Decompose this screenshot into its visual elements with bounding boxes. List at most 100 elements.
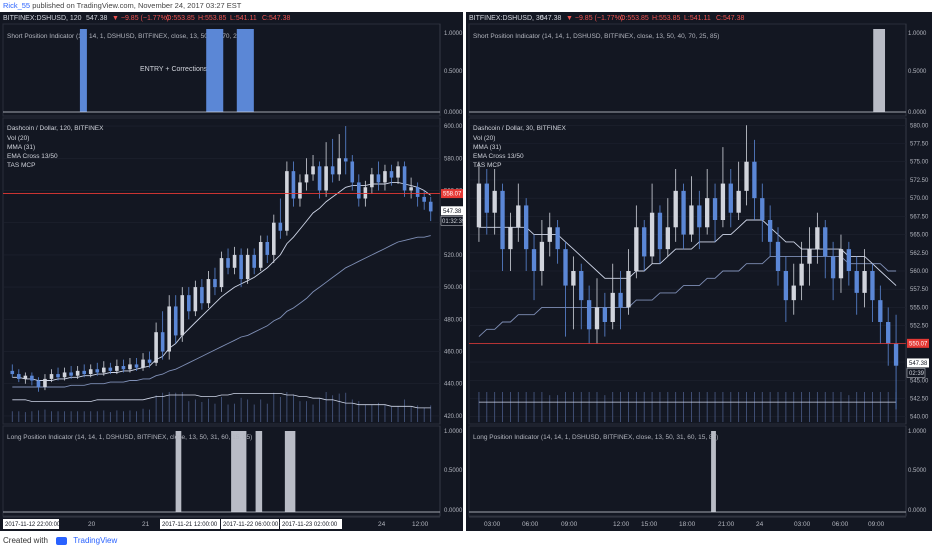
right-candle-body <box>523 205 529 250</box>
left-candle-body <box>278 222 283 231</box>
left-legend-0: Dashcoin / Dollar, 120, BITFINEX <box>7 125 104 132</box>
left-volume-bar <box>430 405 432 422</box>
left-volume-bar <box>371 404 373 422</box>
right-volume-bar <box>769 392 771 422</box>
publisher-name[interactable]: Rick_55 <box>3 1 31 10</box>
left-long-signal-bar <box>284 431 296 512</box>
right-candle-body <box>476 183 482 228</box>
left-volume-bar <box>77 411 79 422</box>
left-candle-body <box>226 258 230 268</box>
right-legend-2: MMA (31) <box>473 144 501 151</box>
tradingview-brand-link[interactable]: TradingView <box>73 536 118 545</box>
left-volume-bar <box>90 411 92 422</box>
right-y-tick: 580.00 <box>910 123 929 129</box>
left-candle-body <box>134 364 139 368</box>
right-time-label: 02:39 <box>909 371 925 377</box>
left-candle-body <box>285 171 289 231</box>
right-volume-bar <box>856 392 858 422</box>
left-date-box-0: 2017-11-12 22:00:00 <box>5 522 61 528</box>
right-candle-body <box>649 212 655 257</box>
right-short-panel: Short Position Indicator (14, 14, 1, DSH… <box>468 23 927 117</box>
left-volume-bar <box>109 412 111 422</box>
left-y-tick: 500.00 <box>444 285 463 291</box>
right-y-tick: 545.00 <box>910 378 929 384</box>
right-candle-body <box>657 212 663 250</box>
right-candle-body <box>500 190 505 250</box>
left-candle-body <box>36 380 41 387</box>
left-candles <box>10 126 433 392</box>
left-candle-body <box>206 279 211 304</box>
left-volume-bar <box>129 410 131 422</box>
right-volume-bar <box>872 392 873 422</box>
right-price-grid <box>469 124 906 418</box>
left-long-signal-bar <box>231 431 247 512</box>
left-x-tick-3: 23 <box>276 521 284 528</box>
right-y-tick: 572.50 <box>910 178 929 184</box>
right-x-tick: 09:00 <box>868 521 885 528</box>
left-short-tick-3: 0.0000 <box>444 110 463 116</box>
left-y-tick: 580.00 <box>444 156 463 162</box>
right-volume-bar <box>832 392 834 422</box>
left-candle-body <box>409 187 413 191</box>
tradingview-logo-icon <box>56 536 68 545</box>
left-legend-1: Vol (20) <box>7 135 29 142</box>
left-ma-line <box>12 181 431 381</box>
right-volume-bar <box>651 392 653 422</box>
bottom-bar: Created with TradingView <box>0 531 932 550</box>
right-volume-bar <box>635 392 637 422</box>
left-volume-bar <box>266 403 268 422</box>
right-x-tick: 03:00 <box>794 521 811 528</box>
left-volume-bar <box>273 392 275 422</box>
right-candle-body <box>563 249 568 286</box>
right-y-tick: 577.50 <box>910 142 929 148</box>
left-volume-bar <box>136 411 137 422</box>
right-x-tick: 15:00 <box>641 521 658 528</box>
right-long-signal-bar <box>711 431 716 512</box>
created-with-text: Created with <box>3 536 48 545</box>
left-candle-body <box>75 370 80 376</box>
right-candle-body <box>767 220 773 242</box>
left-date-box-0-bg <box>3 519 59 529</box>
right-candle-body <box>492 190 497 213</box>
left-volume-bar <box>306 401 307 422</box>
right-volume-bar <box>848 395 850 422</box>
right-candle-body <box>791 285 796 301</box>
right-candle-body <box>665 227 670 250</box>
right-y-tick: 555.00 <box>910 305 929 311</box>
right-y-tick: 560.00 <box>910 269 929 275</box>
right-candle-body <box>539 241 545 271</box>
right-candle-body <box>618 292 623 308</box>
left-volume-bar <box>11 411 13 422</box>
right-legend-0: Dashcoin / Dollar, 30, BITFINEX <box>473 125 567 132</box>
left-candle-body <box>187 295 191 312</box>
left-volume-bar <box>70 411 72 422</box>
left-volume-bar <box>319 398 320 422</box>
right-candle-body <box>586 300 592 330</box>
left-header-open: O:553.85 <box>166 15 195 22</box>
right-volume-bar <box>604 395 606 422</box>
left-volume-bar <box>378 402 379 422</box>
right-y-tick: 542.50 <box>910 397 929 403</box>
left-long-signal-bar <box>255 431 263 512</box>
left-candle-body <box>160 332 165 352</box>
left-red-line-label-box <box>441 189 463 199</box>
left-candle-body <box>402 166 407 191</box>
left-short-tick-2: 0.5000 <box>444 69 463 75</box>
right-y-tick: 567.50 <box>910 214 929 220</box>
right-volume-bar <box>502 392 503 422</box>
left-volume-bar <box>286 392 288 422</box>
right-volume-bar <box>486 392 488 422</box>
left-candle-body <box>245 254 250 280</box>
right-volume-bar <box>549 395 551 422</box>
right-volume-bar <box>557 395 559 422</box>
right-volume-bar <box>596 392 598 422</box>
right-header-price: 547.38 <box>540 15 562 22</box>
right-long-bars <box>469 431 906 513</box>
right-x-tick: 06:00 <box>832 521 849 528</box>
right-candle-body <box>602 307 608 322</box>
left-y-tick: 440.00 <box>444 382 463 388</box>
left-candle-body <box>219 258 224 288</box>
charts-svg[interactable]: BITFINEX:DSHUSD, 120 547.38 ▼ −9.85 (−1.… <box>0 12 932 531</box>
right-volume-bar <box>722 392 724 422</box>
left-x-tick-1: 21 <box>142 521 150 528</box>
